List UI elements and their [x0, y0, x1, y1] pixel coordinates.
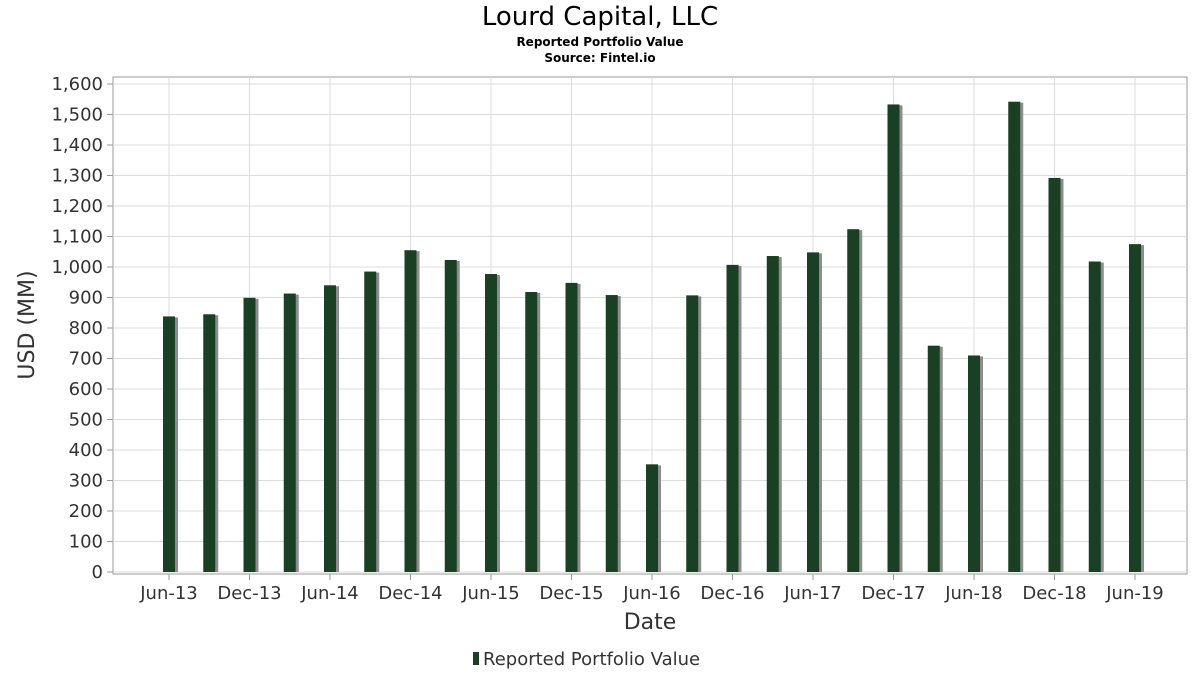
bar-fill — [887, 104, 900, 572]
x-tick-label: Dec-18 — [1022, 583, 1086, 604]
bar — [364, 271, 380, 572]
bar-fill — [444, 259, 457, 572]
y-axis: 0 100 200 300 400 500 600 700 800 900 1,000 1,100 1,… — [51, 74, 113, 583]
x-tick-label: Jun-13 — [139, 583, 198, 604]
chart-subtitle: Reported Portfolio Value — [516, 35, 684, 49]
y-tick-label: 1,000 — [51, 257, 103, 278]
y-tick-label: 800 — [69, 318, 103, 339]
bar-fill — [404, 250, 417, 572]
y-tick-label: 600 — [69, 379, 103, 400]
bar — [927, 345, 943, 572]
bar-fill — [1008, 101, 1021, 572]
bar-fill — [686, 295, 699, 572]
y-tick-label: 300 — [69, 471, 103, 492]
bar — [485, 274, 500, 572]
bar-fill — [726, 264, 739, 572]
bar — [686, 295, 702, 572]
bar — [1048, 177, 1064, 572]
y-tick-label: 1,200 — [51, 196, 103, 217]
y-axis-title: USD (MM) — [15, 270, 40, 379]
bar-fill — [1088, 261, 1101, 572]
y-tick-label: 100 — [69, 532, 103, 553]
bar — [847, 229, 863, 572]
bar — [1088, 261, 1104, 572]
y-tick-label: 500 — [69, 410, 103, 431]
x-tick-label: Jun-18 — [944, 583, 1003, 604]
bar-fill — [364, 271, 377, 572]
bar — [404, 250, 420, 572]
bar-fill — [646, 464, 658, 572]
x-tick-label: Dec-15 — [539, 583, 603, 604]
bar-fill — [766, 256, 779, 572]
bar — [726, 264, 742, 572]
legend: Reported Portfolio Value — [473, 649, 700, 670]
bar — [525, 292, 541, 572]
x-tick-label: Dec-14 — [378, 583, 442, 604]
y-tick-label: 1,500 — [51, 105, 103, 126]
x-axis: Jun-13 Dec-13 Jun-14 Dec-14 Jun-15 Dec-15 Jun-… — [139, 574, 1164, 604]
bar-fill — [203, 314, 216, 572]
y-tick-label: 700 — [69, 349, 103, 370]
bar-fill — [485, 274, 497, 572]
y-tick-label: 400 — [69, 440, 103, 461]
bar-fill — [283, 293, 296, 572]
legend-swatch — [473, 652, 479, 665]
bar — [968, 355, 983, 572]
bar-fill — [968, 355, 980, 572]
bar — [646, 464, 661, 572]
bar-fill — [525, 292, 538, 572]
bar-fill — [927, 345, 940, 572]
bar — [1008, 101, 1024, 572]
bar — [1129, 244, 1144, 572]
y-tick-label: 1,600 — [51, 74, 103, 95]
y-tick-label: 1,400 — [51, 135, 103, 156]
bar-fill — [1129, 244, 1141, 572]
chart-source: Source: Fintel.io — [544, 51, 656, 65]
x-tick-label: Jun-17 — [783, 583, 842, 604]
x-tick-label: Jun-15 — [461, 583, 520, 604]
x-tick-label: Jun-19 — [1105, 583, 1164, 604]
bar-fill — [163, 316, 175, 572]
bar — [807, 252, 822, 573]
y-tick-label: 900 — [69, 288, 103, 309]
legend-label: Reported Portfolio Value — [483, 649, 700, 670]
bar — [766, 256, 782, 572]
x-tick-label: Jun-14 — [300, 583, 359, 604]
bar — [243, 297, 259, 572]
bar-fill — [565, 282, 578, 572]
bar — [444, 259, 460, 572]
bar-fill — [847, 229, 860, 572]
y-tick-label: 1,300 — [51, 166, 103, 187]
bar — [565, 282, 581, 572]
x-tick-label: Dec-17 — [861, 583, 925, 604]
x-tick-label: Jun-16 — [622, 583, 681, 604]
bar — [887, 104, 903, 572]
y-tick-label: 200 — [69, 501, 103, 522]
x-tick-label: Dec-13 — [217, 583, 281, 604]
x-tick-label: Dec-16 — [700, 583, 764, 604]
y-tick-label: 0 — [92, 562, 103, 583]
y-tick-label: 1,100 — [51, 227, 103, 248]
chart-title: Lourd Capital, LLC — [481, 2, 719, 32]
bar — [605, 295, 621, 572]
bars — [163, 101, 1144, 573]
bar — [163, 316, 178, 572]
bar — [324, 285, 339, 572]
bar-fill — [605, 295, 618, 572]
bar-fill — [324, 285, 336, 572]
bar-fill — [807, 252, 819, 573]
bar — [283, 293, 299, 572]
bar-fill — [243, 297, 256, 572]
bar-fill — [1048, 177, 1061, 572]
x-axis-title: Date — [624, 610, 677, 635]
bar — [203, 314, 219, 572]
